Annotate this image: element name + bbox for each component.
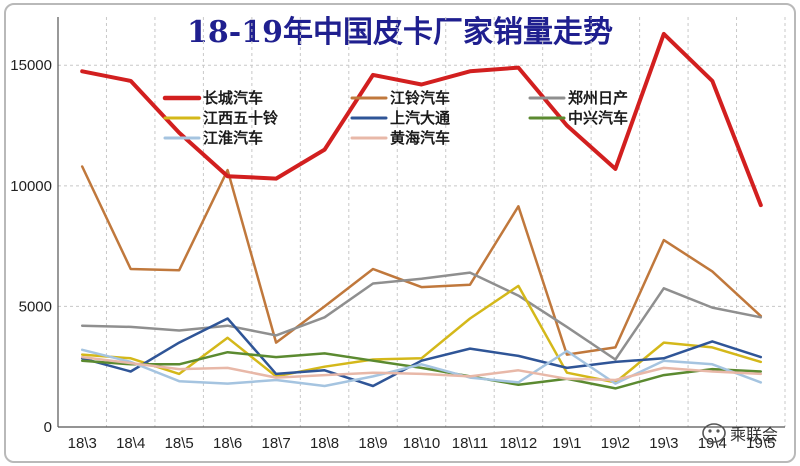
legend-label: 郑州日产: [568, 89, 628, 107]
series-line-0: [80, 31, 763, 208]
legend-item: 长城汽车: [162, 89, 263, 107]
y-tick-label: 0: [44, 419, 52, 436]
x-tick-label: 18\3: [68, 435, 97, 452]
legend-label: 江铃汽车: [390, 89, 450, 107]
series-line-1: [80, 165, 763, 356]
watermark: 乘联会: [702, 423, 778, 444]
series-line-6: [80, 348, 763, 388]
legend-item: 黄海汽车: [350, 129, 450, 147]
y-axis-ticks: 0 5000 10000 15000: [10, 57, 52, 436]
x-tick-label: 19\1: [552, 435, 581, 452]
x-tick-label: 19\3: [649, 435, 678, 452]
grid-lines: [57, 17, 786, 428]
series-line-4: [80, 317, 763, 388]
legend-label: 黄海汽车: [390, 129, 450, 147]
axes: [57, 17, 785, 428]
x-tick-label: 18\8: [310, 435, 339, 452]
legend-label: 中兴汽车: [568, 109, 628, 127]
y-tick-label: 15000: [10, 57, 52, 74]
series-line-5: [80, 350, 763, 390]
series-lines: [80, 31, 763, 390]
x-tick-label: 18\11: [452, 435, 488, 452]
series-line-3: [80, 284, 763, 384]
legend-item: 上汽大通: [350, 109, 450, 127]
x-tick-label: 18\10: [403, 435, 441, 452]
wechat-bubble-icon: [702, 423, 726, 443]
legend-item: 江淮汽车: [163, 129, 263, 147]
y-tick-label: 5000: [19, 298, 52, 315]
x-tick-label: 18\5: [165, 435, 194, 452]
x-tick-label: 18\9: [358, 435, 387, 452]
chart-title: 18-19年中国皮卡厂家销量走势: [187, 15, 613, 50]
legend-label: 上汽大通: [390, 109, 450, 127]
legend-label: 长城汽车: [203, 89, 263, 107]
x-tick-label: 18\7: [261, 435, 290, 452]
series-line-7: [80, 355, 763, 382]
legend-item: 江西五十铃: [163, 109, 279, 127]
x-tick-label: 19\5: [746, 435, 775, 452]
legend-item: 江铃汽车: [350, 89, 450, 107]
series-line-2: [80, 271, 763, 361]
x-tick-label: 18\12: [500, 435, 538, 452]
x-tick-label: 19\2: [601, 435, 630, 452]
x-tick-label: 18\4: [116, 435, 145, 452]
legend-item: 郑州日产: [528, 89, 628, 107]
x-tick-label: 18\6: [213, 435, 242, 452]
legend-label: 江淮汽车: [203, 129, 263, 147]
y-tick-label: 10000: [10, 178, 52, 195]
x-axis-ticks: 18\3 18\4 18\5 18\6 18\7 18\8 18\9 18\10 18\11 18…: [68, 435, 776, 452]
watermark-text: 乘联会: [730, 425, 778, 444]
legend-item: 中兴汽车: [528, 109, 628, 127]
legend-label: 江西五十铃: [203, 109, 279, 127]
